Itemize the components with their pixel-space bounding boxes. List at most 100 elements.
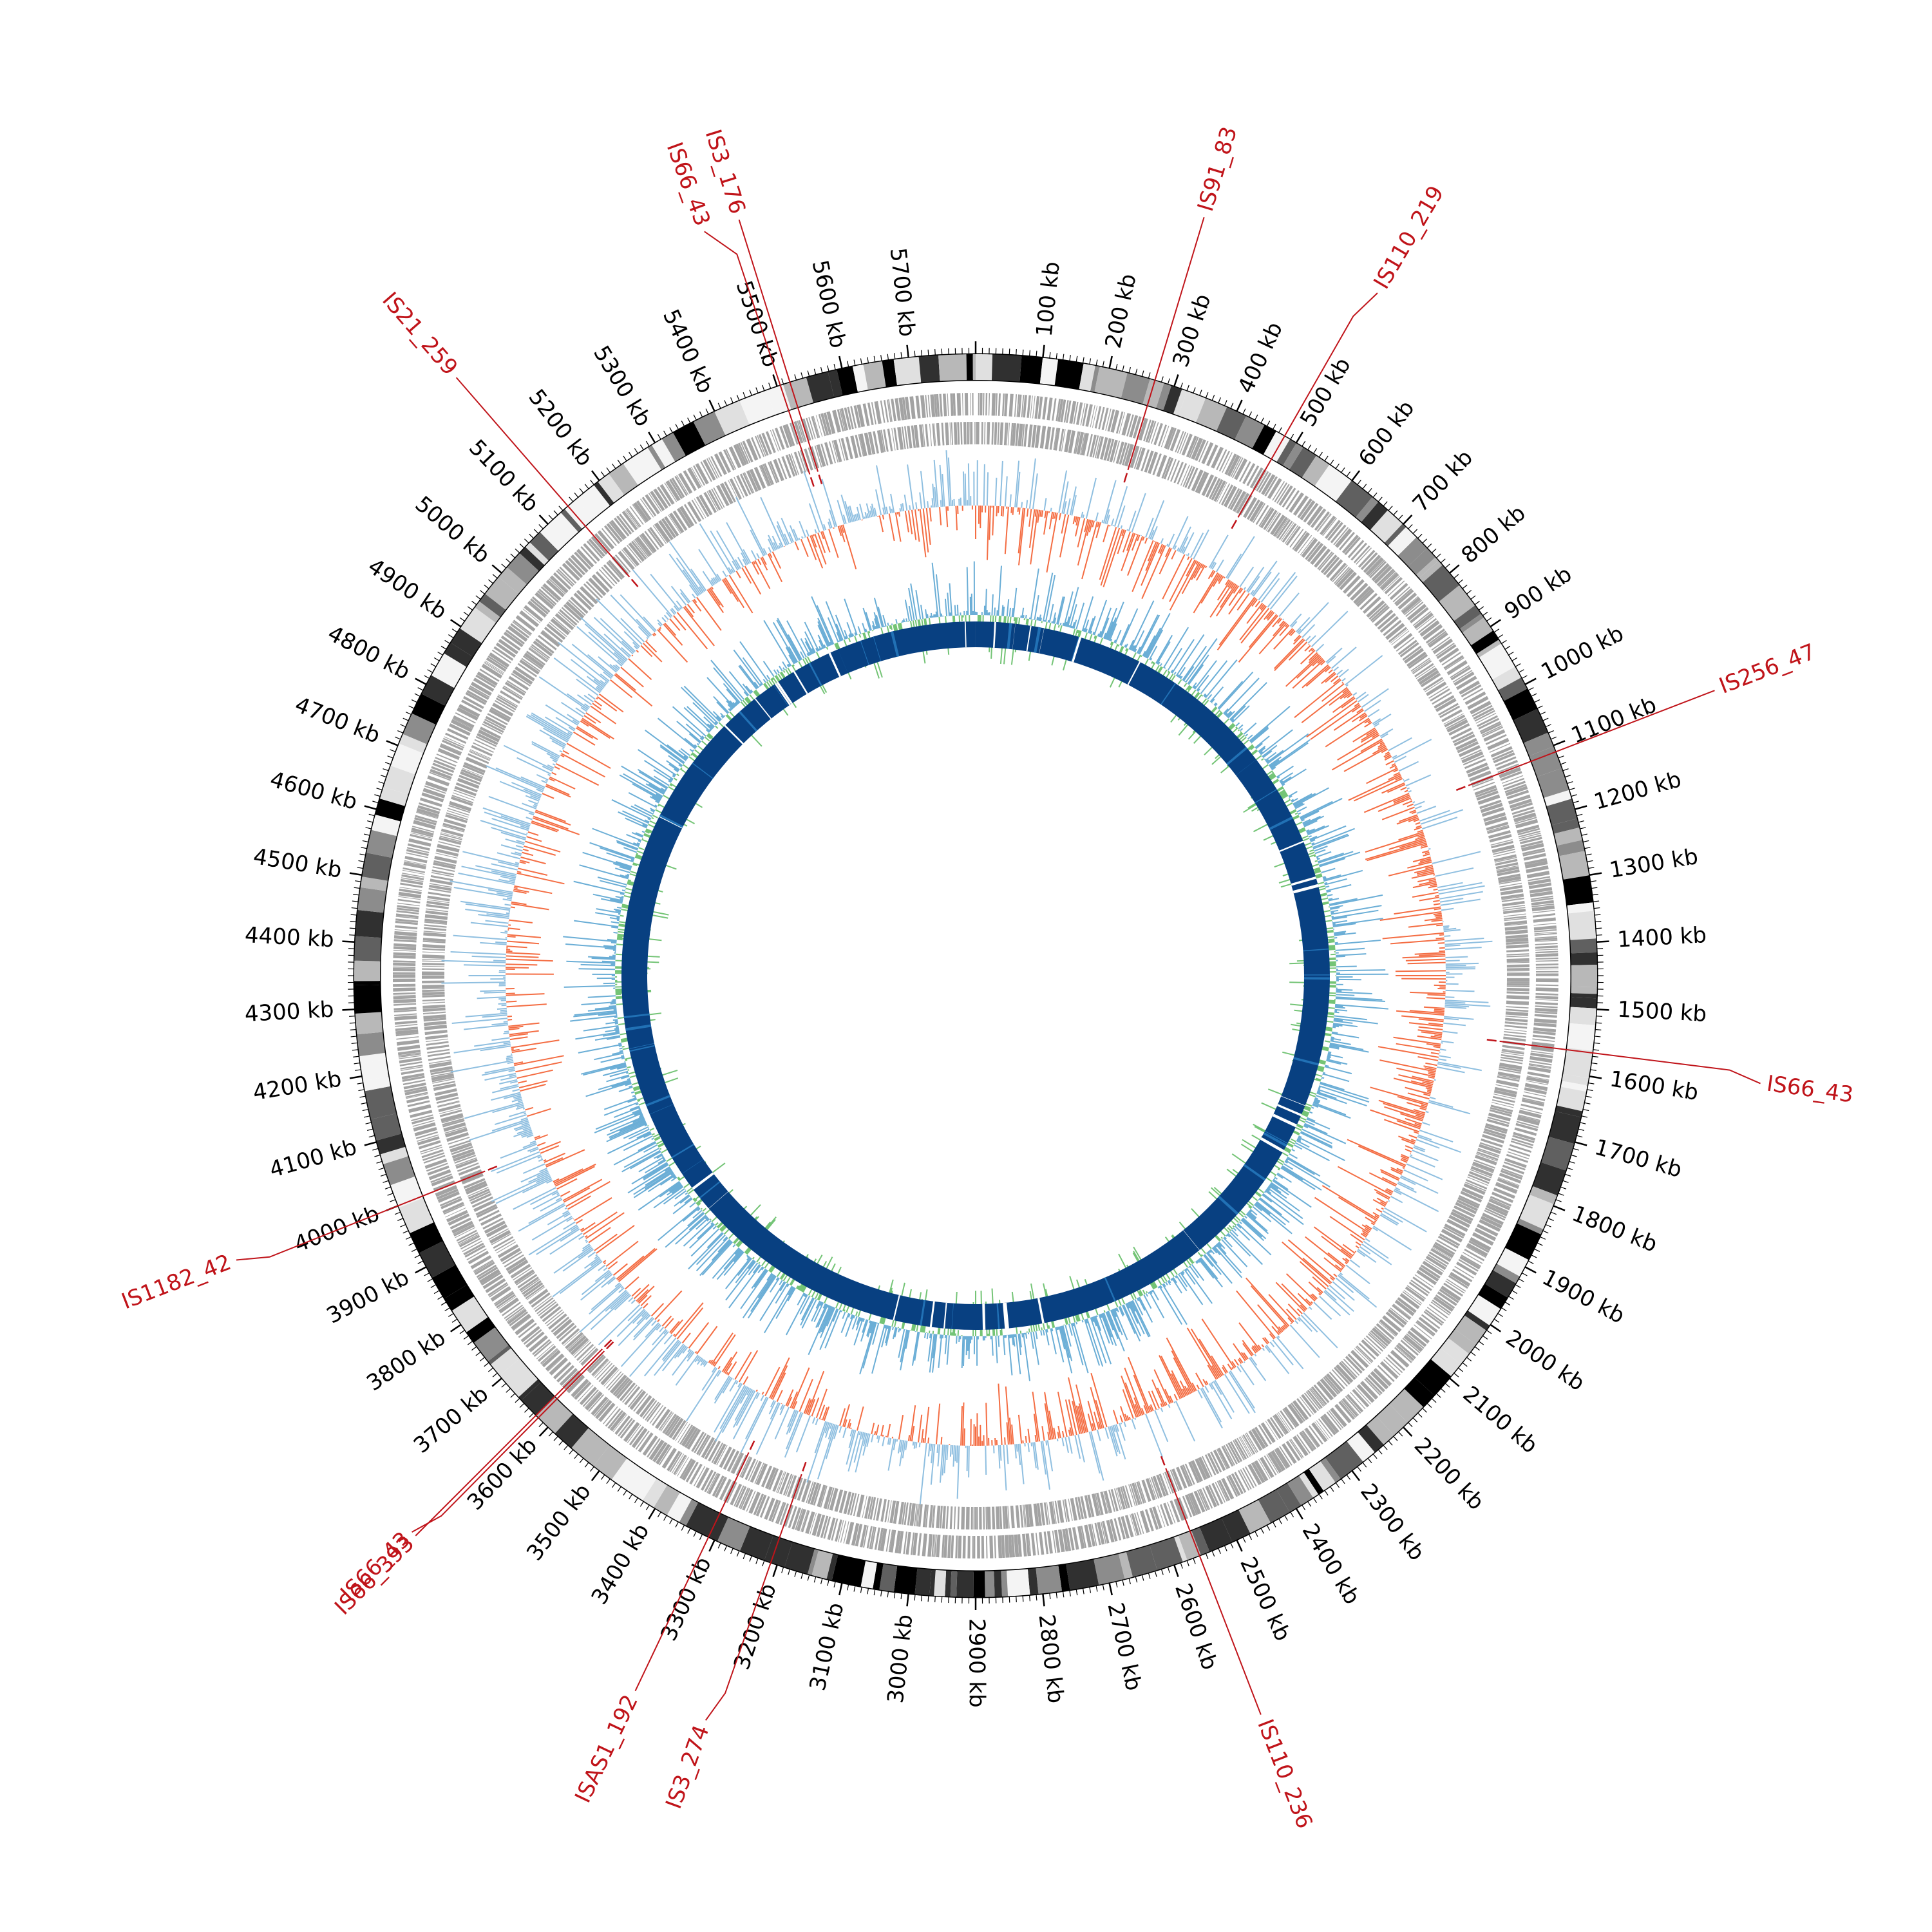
is-element-label: ISAS1_192 xyxy=(570,1690,643,1806)
ideogram-band xyxy=(828,370,843,397)
ideogram-band xyxy=(498,567,527,594)
kb-tick-label: 400 kb xyxy=(1233,318,1288,397)
ideogram-band xyxy=(882,359,897,387)
ideogram-band xyxy=(360,1059,389,1081)
ideogram-band xyxy=(1569,1007,1596,1026)
ideogram-band xyxy=(1431,1348,1461,1376)
ideogram-band xyxy=(536,1397,573,1434)
ideogram-band xyxy=(806,372,835,402)
ideogram-band xyxy=(1376,1404,1408,1435)
kb-tick-label: 200 kb xyxy=(1101,271,1142,350)
ideogram-band xyxy=(1027,1568,1039,1595)
ideogram-band xyxy=(918,355,940,383)
ideogram-band xyxy=(1361,502,1388,530)
kb-tick-label: 2300 kb xyxy=(1355,1479,1430,1566)
ideogram-band xyxy=(740,1526,773,1560)
ideogram-band xyxy=(1537,768,1569,798)
kb-tick-label: 1700 kb xyxy=(1592,1134,1685,1183)
ideogram-band xyxy=(661,433,686,462)
gc-skew-track xyxy=(441,450,1493,1505)
ideogram-band xyxy=(1397,537,1427,567)
ideogram-band xyxy=(1309,1461,1336,1491)
kb-tick-label: 5000 kb xyxy=(410,491,495,569)
ideogram-band xyxy=(992,354,1022,382)
ideogram-band xyxy=(598,473,625,503)
ideogram-band xyxy=(1479,643,1515,680)
ideogram-band xyxy=(1178,391,1206,422)
ideogram-band xyxy=(390,743,423,775)
ideogram-band xyxy=(576,485,610,519)
ideogram-band xyxy=(1570,997,1597,1009)
ideogram-band xyxy=(1498,677,1528,701)
ideogram-band xyxy=(390,1176,423,1208)
ideogram-band xyxy=(1289,447,1316,478)
ideogram-band xyxy=(1554,828,1582,846)
ideogram-band xyxy=(565,499,593,529)
ideogram-band xyxy=(593,1445,627,1480)
kb-tick-label: 5600 kb xyxy=(807,258,851,350)
kb-tick-label: 5500 kb xyxy=(731,278,784,370)
homology-ring xyxy=(621,621,1331,1330)
ideogram-band xyxy=(873,1563,884,1590)
ideogram-band xyxy=(444,1285,474,1311)
ideogram-band xyxy=(526,542,549,565)
kb-tick-label: 3600 kb xyxy=(462,1433,542,1515)
is-element-label: IS3_274 xyxy=(661,1721,715,1812)
ideogram-band xyxy=(667,1492,692,1522)
ideogram-band xyxy=(354,936,381,961)
ideogram-band xyxy=(893,1566,918,1595)
ideogram-band xyxy=(1415,1359,1451,1396)
ideogram-band xyxy=(475,601,500,623)
gc-content-track xyxy=(563,561,1388,1381)
ideogram-band xyxy=(1336,480,1372,517)
ideogram-band xyxy=(1567,1023,1595,1051)
ideogram-band xyxy=(950,1571,958,1597)
ideogram-band xyxy=(623,448,661,486)
ideogram-band xyxy=(863,361,886,390)
is-element-label: IS110_219 xyxy=(1368,182,1449,294)
ideogram-band xyxy=(357,1032,385,1057)
ideogram-band xyxy=(1423,565,1459,601)
ideogram-band xyxy=(945,1570,952,1597)
kb-tick-label: 3500 kb xyxy=(522,1479,596,1566)
ideogram-band xyxy=(485,577,519,610)
kb-tick-label: 4800 kb xyxy=(323,621,414,685)
ideogram-band xyxy=(1464,1311,1490,1331)
ideogram-band xyxy=(1388,527,1411,551)
ideogram-band xyxy=(673,422,705,455)
ideogram-band xyxy=(540,513,578,551)
ideogram-band xyxy=(1325,1441,1363,1479)
ideogram-band xyxy=(376,1133,406,1155)
ideogram-band xyxy=(972,354,976,381)
ideogram-band xyxy=(1570,938,1597,954)
kb-tick-label: 1800 kb xyxy=(1568,1200,1661,1257)
kb-tick-label: 300 kb xyxy=(1168,291,1216,371)
ideogram-band xyxy=(784,1542,815,1575)
ideogram-band xyxy=(1455,1315,1486,1345)
ideogram-band xyxy=(1156,383,1171,411)
ideogram-band xyxy=(1121,373,1150,404)
ideogram-band xyxy=(934,1569,947,1596)
ideogram-band xyxy=(354,985,381,1014)
ideogram-band xyxy=(1001,1570,1009,1597)
ideogram-band xyxy=(1519,1195,1554,1229)
ideogram-band xyxy=(1567,902,1594,914)
ideogram-band xyxy=(807,1549,819,1575)
kb-tick-label: 3000 kb xyxy=(883,1613,918,1705)
kb-tick-label: 4100 kb xyxy=(267,1134,359,1183)
ideogram-band xyxy=(973,1571,985,1597)
ideogram-band xyxy=(837,366,858,395)
ideogram-band xyxy=(1150,1537,1183,1570)
ideogram-band xyxy=(1079,363,1095,392)
ideogram-band xyxy=(654,1485,680,1515)
is-element-label: IS1182_42 xyxy=(118,1249,234,1314)
is-element-label: IS256_47 xyxy=(1716,639,1819,699)
ideogram-band xyxy=(609,464,638,495)
ideogram-band xyxy=(1173,389,1188,416)
ideogram-band xyxy=(460,607,496,643)
ideogram-band xyxy=(1571,987,1597,994)
ideogram-band xyxy=(1302,455,1330,486)
ideogram-band xyxy=(956,1571,974,1597)
kb-tick-label: 1500 kb xyxy=(1617,997,1708,1027)
kb-tick-label: 3400 kb xyxy=(587,1519,655,1609)
